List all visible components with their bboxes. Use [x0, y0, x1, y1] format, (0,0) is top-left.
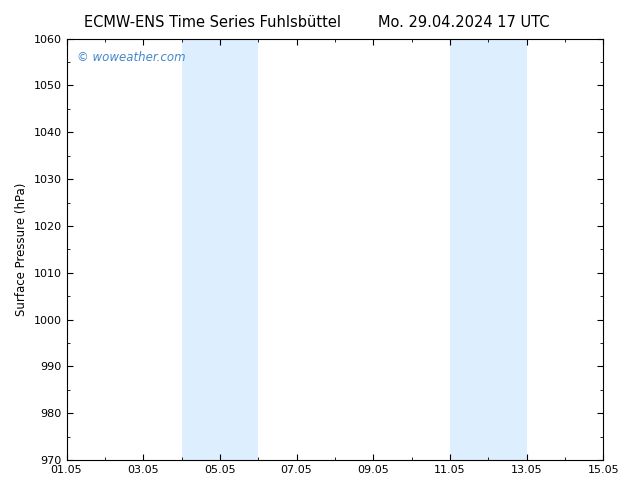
Text: © woweather.com: © woweather.com	[77, 51, 186, 64]
Text: ECMW-ENS Time Series Fuhlsbüttel        Mo. 29.04.2024 17 UTC: ECMW-ENS Time Series Fuhlsbüttel Mo. 29.…	[84, 15, 550, 30]
Y-axis label: Surface Pressure (hPa): Surface Pressure (hPa)	[15, 183, 28, 316]
Bar	[181, 39, 258, 460]
Bar	[450, 39, 526, 460]
